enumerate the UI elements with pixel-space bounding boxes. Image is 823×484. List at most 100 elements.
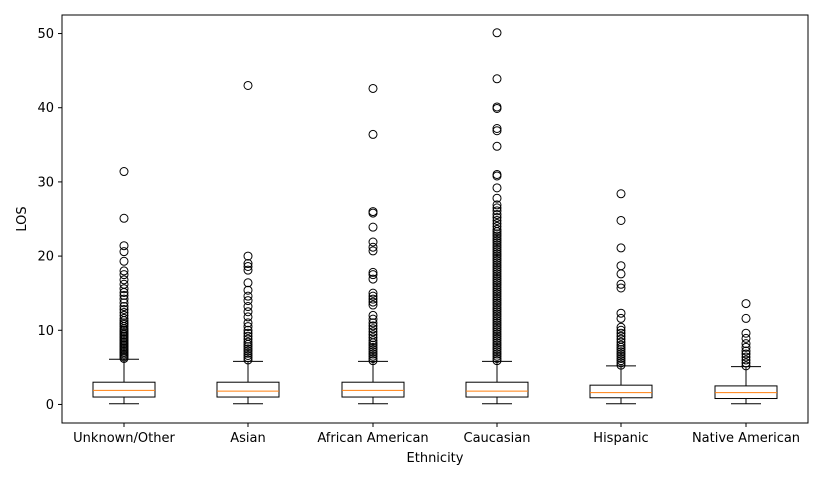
y-tick-label: 0 — [46, 398, 54, 413]
outlier-point — [492, 203, 502, 213]
outlier-point — [368, 321, 378, 331]
outlier-point — [243, 278, 253, 288]
outlier-point — [616, 358, 626, 368]
outlier-point — [741, 333, 751, 343]
outlier-point — [492, 126, 502, 136]
outlier-point — [492, 356, 502, 366]
outlier-point — [119, 302, 129, 312]
outlier-point — [492, 316, 502, 326]
outlier-point — [492, 307, 502, 317]
outlier-point — [492, 342, 502, 352]
outlier-point — [119, 266, 129, 276]
outlier-point — [492, 200, 502, 210]
outlier-point — [492, 141, 502, 151]
outlier-point — [492, 333, 502, 343]
y-tick-label: 10 — [37, 324, 54, 339]
outlier-point — [616, 349, 626, 359]
outlier-point — [492, 233, 502, 243]
outlier-point — [368, 246, 378, 256]
outlier-point — [741, 342, 751, 352]
outlier-point — [492, 336, 502, 346]
plot-frame — [61, 14, 809, 424]
outlier-point — [368, 342, 378, 352]
outlier-point — [492, 183, 502, 193]
outlier-point — [119, 167, 129, 177]
outlier-point — [492, 273, 502, 283]
y-tick-label: 30 — [37, 175, 54, 190]
y-axis-label: LOS — [15, 206, 30, 231]
outlier-point — [368, 347, 378, 357]
outlier-point — [492, 238, 502, 248]
outlier-point — [492, 347, 502, 357]
outlier-point — [616, 353, 626, 363]
outlier-point — [492, 305, 502, 315]
outlier-point — [368, 314, 378, 324]
outlier-point — [368, 351, 378, 361]
outlier-point — [492, 267, 502, 277]
outlier-point — [492, 327, 502, 337]
outlier-point — [616, 283, 626, 293]
outlier-point — [492, 102, 502, 112]
outlier-point — [741, 313, 751, 323]
outlier-point — [368, 310, 378, 320]
outlier-point — [119, 247, 129, 257]
outlier-point — [243, 265, 253, 275]
outlier-point — [492, 309, 502, 319]
outlier-point — [492, 293, 502, 303]
outlier-point — [243, 346, 253, 356]
outlier-point — [492, 224, 502, 234]
outlier-point — [616, 337, 626, 347]
outlier-point — [616, 340, 626, 350]
outlier-point — [492, 242, 502, 252]
outlier-point — [368, 330, 378, 340]
outlier-point — [616, 331, 626, 341]
outlier-point — [368, 83, 378, 93]
outlier-point — [492, 329, 502, 339]
outlier-point — [492, 311, 502, 321]
outlier-point — [492, 218, 502, 228]
outlier-point — [616, 261, 626, 271]
outlier-point — [616, 347, 626, 357]
outlier-point — [243, 337, 253, 347]
outlier-point — [492, 287, 502, 297]
outlier-point — [492, 284, 502, 294]
outlier-point — [616, 345, 626, 355]
outlier-point — [243, 291, 253, 301]
outlier-point — [368, 324, 378, 334]
outlier-point — [492, 302, 502, 312]
outlier-point — [243, 322, 253, 332]
outlier-point — [243, 328, 253, 338]
x-axis-label: Ethnicity — [407, 451, 464, 466]
outlier-point — [368, 353, 378, 363]
outlier-point — [616, 328, 626, 338]
outlier-point — [492, 28, 502, 38]
outlier-point — [741, 328, 751, 338]
outlier-point — [119, 313, 129, 323]
outlier-point — [243, 331, 253, 341]
outlier-point — [243, 307, 253, 317]
outlier-point — [368, 318, 378, 328]
outlier-point — [492, 278, 502, 288]
outlier-point — [368, 356, 378, 366]
iqr-box — [589, 384, 653, 399]
outlier-point — [741, 299, 751, 309]
outlier-point — [119, 305, 129, 315]
outlier-point — [119, 318, 129, 328]
x-tick-label: Unknown/Other — [73, 431, 175, 446]
outlier-point — [492, 256, 502, 266]
outlier-point — [492, 313, 502, 323]
outlier-point — [119, 310, 129, 320]
outlier-point — [492, 213, 502, 223]
outlier-point — [368, 288, 378, 298]
outlier-point — [243, 259, 253, 269]
outlier-point — [243, 342, 253, 352]
outlier-point — [616, 243, 626, 253]
outlier-point — [492, 231, 502, 241]
outlier-point — [492, 251, 502, 261]
outlier-point — [616, 360, 626, 370]
outlier-point — [119, 307, 129, 317]
outlier-point — [368, 340, 378, 350]
outlier-point — [616, 215, 626, 225]
